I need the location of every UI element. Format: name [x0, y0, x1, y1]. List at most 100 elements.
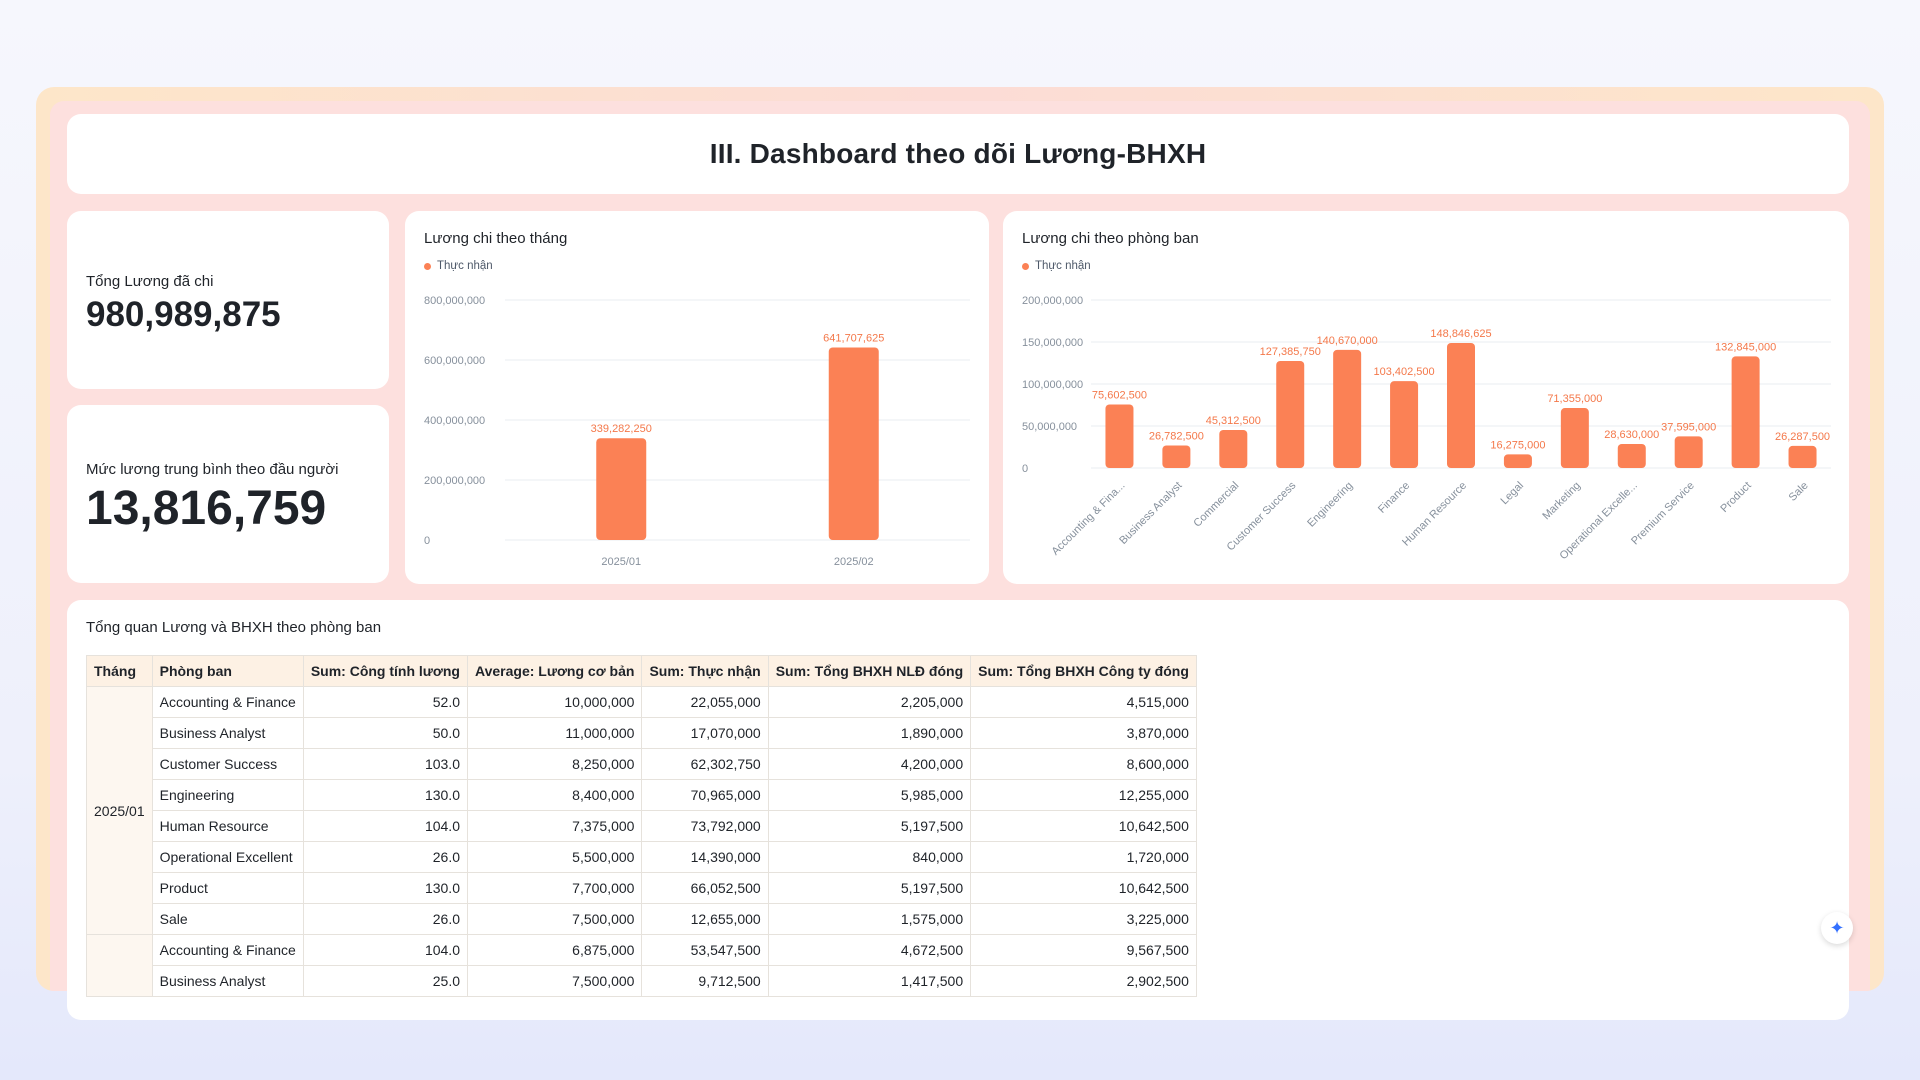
column-header[interactable]: Tháng — [86, 655, 153, 687]
bar — [1105, 404, 1134, 468]
bar — [1560, 408, 1589, 468]
value-cell: 4,672,500 — [767, 934, 972, 966]
kpi-average-label: Mức lương trung bình theo đầu người — [86, 461, 339, 478]
department-cell: Engineering — [151, 779, 304, 811]
bar — [596, 438, 647, 540]
value-cell: 7,500,000 — [466, 965, 643, 997]
value-cell: 104.0 — [302, 810, 469, 842]
value-cell: 66,052,500 — [641, 872, 769, 904]
department-salary-chart: 200,000,000 150,000,000 100,000,000 50,000,… — [1022, 295, 1831, 562]
x-tick-label: Product — [1718, 480, 1753, 515]
value-cell: 4,200,000 — [767, 748, 972, 780]
column-header[interactable]: Sum: Tổng BHXH NLĐ đóng — [767, 655, 972, 687]
legend-label: Thực nhận — [1035, 260, 1091, 272]
y-tick-label: 400,000,000 — [424, 415, 485, 427]
bar — [1617, 443, 1646, 468]
department-cell: Human Resource — [151, 810, 304, 842]
value-cell: 1,575,000 — [767, 903, 972, 935]
department-cell: Sale — [151, 903, 304, 935]
department-cell: Operational Excellent — [151, 841, 304, 873]
kpi-average-salary-card: Mức lương trung bình theo đầu người 13,8… — [67, 405, 389, 583]
value-cell: 9,567,500 — [970, 934, 1197, 966]
value-cell: 25.0 — [302, 965, 469, 997]
bar — [1162, 445, 1191, 468]
value-cell: 73,792,000 — [641, 810, 769, 842]
value-cell: 8,250,000 — [466, 748, 643, 780]
data-label: 641,707,625 — [823, 332, 884, 344]
ai-assistant-button[interactable]: ✦ — [1821, 912, 1853, 944]
month-cell: 2025/01 — [86, 686, 153, 935]
value-cell: 840,000 — [767, 841, 972, 873]
value-cell: 2,902,500 — [970, 965, 1197, 997]
value-cell: 12,255,000 — [970, 779, 1197, 811]
x-tick-label: Business Analyst — [1117, 480, 1184, 547]
chart-legend[interactable]: Thực nhận — [1022, 260, 1091, 272]
pivot-table: Tháng Phòng ban Sum: Công tính lương Averag… — [86, 655, 1197, 997]
value-cell: 53,547,500 — [641, 934, 769, 966]
x-tick-label: Human Resource — [1400, 480, 1469, 549]
title-card: III. Dashboard theo dõi Lương-BHXH — [67, 114, 1849, 194]
column-header[interactable]: Average: Lương cơ bản — [466, 655, 643, 687]
value-cell: 14,390,000 — [641, 841, 769, 873]
value-cell: 103.0 — [302, 748, 469, 780]
value-cell: 1,720,000 — [970, 841, 1197, 873]
data-label: 71,355,000 — [1547, 393, 1602, 405]
value-cell: 3,225,000 — [970, 903, 1197, 935]
value-cell: 52.0 — [302, 686, 469, 718]
value-cell: 104.0 — [302, 934, 469, 966]
bar — [1731, 356, 1760, 468]
department-cell: Business Analyst — [151, 717, 304, 749]
value-cell: 2,205,000 — [767, 686, 972, 718]
month-cell — [86, 934, 153, 997]
value-cell: 6,875,000 — [466, 934, 643, 966]
column-header[interactable]: Sum: Công tính lương — [302, 655, 469, 687]
chart-legend[interactable]: Thực nhận — [424, 260, 493, 272]
x-tick-label: Finance — [1376, 480, 1412, 516]
value-cell: 12,655,000 — [641, 903, 769, 935]
data-label: 37,595,000 — [1661, 421, 1716, 433]
table-row: Product 130.0 7,700,000 66,052,500 5,197,500… — [87, 872, 1197, 904]
value-cell: 9,712,500 — [641, 965, 769, 997]
y-tick-label: 150,000,000 — [1022, 337, 1083, 349]
table-row: Customer Success 103.0 8,250,000 62,302,750… — [87, 748, 1197, 780]
value-cell: 70,965,000 — [641, 779, 769, 811]
x-tick-label: 2025/02 — [834, 556, 874, 568]
value-cell: 1,890,000 — [767, 717, 972, 749]
x-tick-label: Legal — [1499, 480, 1527, 508]
table-header-row: Tháng Phòng ban Sum: Công tính lương Averag… — [86, 655, 1197, 687]
department-cell: Accounting & Finance — [151, 934, 304, 966]
bar — [828, 347, 879, 540]
y-tick-label: 200,000,000 — [424, 475, 485, 487]
table-row: Human Resource 104.0 7,375,000 73,792,000 5,… — [87, 810, 1197, 842]
legend-dot-icon — [424, 262, 431, 270]
chart-title: Lương chi theo tháng — [424, 230, 568, 247]
table-row: Business Analyst 50.0 11,000,000 17,070,000… — [87, 717, 1197, 749]
column-header[interactable]: Sum: Tổng BHXH Công ty đóng — [970, 655, 1197, 687]
data-label: 26,287,500 — [1775, 431, 1830, 443]
kpi-average-value: 13,816,759 — [86, 482, 327, 535]
x-tick-label: Engineering — [1305, 480, 1355, 530]
table-row: Engineering 130.0 8,400,000 70,965,000 5,985… — [87, 779, 1197, 811]
value-cell: 8,400,000 — [466, 779, 643, 811]
value-cell: 26.0 — [302, 903, 469, 935]
x-tick-label: 2025/01 — [601, 556, 641, 568]
value-cell: 5,985,000 — [767, 779, 972, 811]
y-tick-label: 800,000,000 — [424, 295, 485, 307]
value-cell: 7,375,000 — [466, 810, 643, 842]
page-title: III. Dashboard theo dõi Lương-BHXH — [709, 138, 1207, 169]
pivot-table-wrapper: Tháng Phòng ban Sum: Công tính lương Averag… — [86, 655, 1197, 997]
data-label: 132,845,000 — [1715, 341, 1776, 353]
data-label: 148,846,625 — [1430, 328, 1491, 340]
department-cell: Customer Success — [151, 748, 304, 780]
column-header[interactable]: Sum: Thực nhận — [641, 655, 769, 687]
y-tick-label: 600,000,000 — [424, 355, 485, 367]
data-label: 26,782,500 — [1149, 431, 1204, 443]
kpi-total-value: 980,989,875 — [86, 295, 281, 334]
kpi-total-salary-card: Tổng Lương đã chi 980,989,875 — [67, 211, 389, 389]
chart-title: Lương chi theo phòng ban — [1022, 230, 1199, 247]
y-tick-label: 100,000,000 — [1022, 379, 1083, 391]
x-tick-label: Sale — [1787, 480, 1811, 504]
department-salary-chart-card: Lương chi theo phòng ban Thực nhận 200,0… — [1003, 211, 1849, 584]
value-cell: 11,000,000 — [466, 717, 643, 749]
column-header[interactable]: Phòng ban — [151, 655, 304, 687]
